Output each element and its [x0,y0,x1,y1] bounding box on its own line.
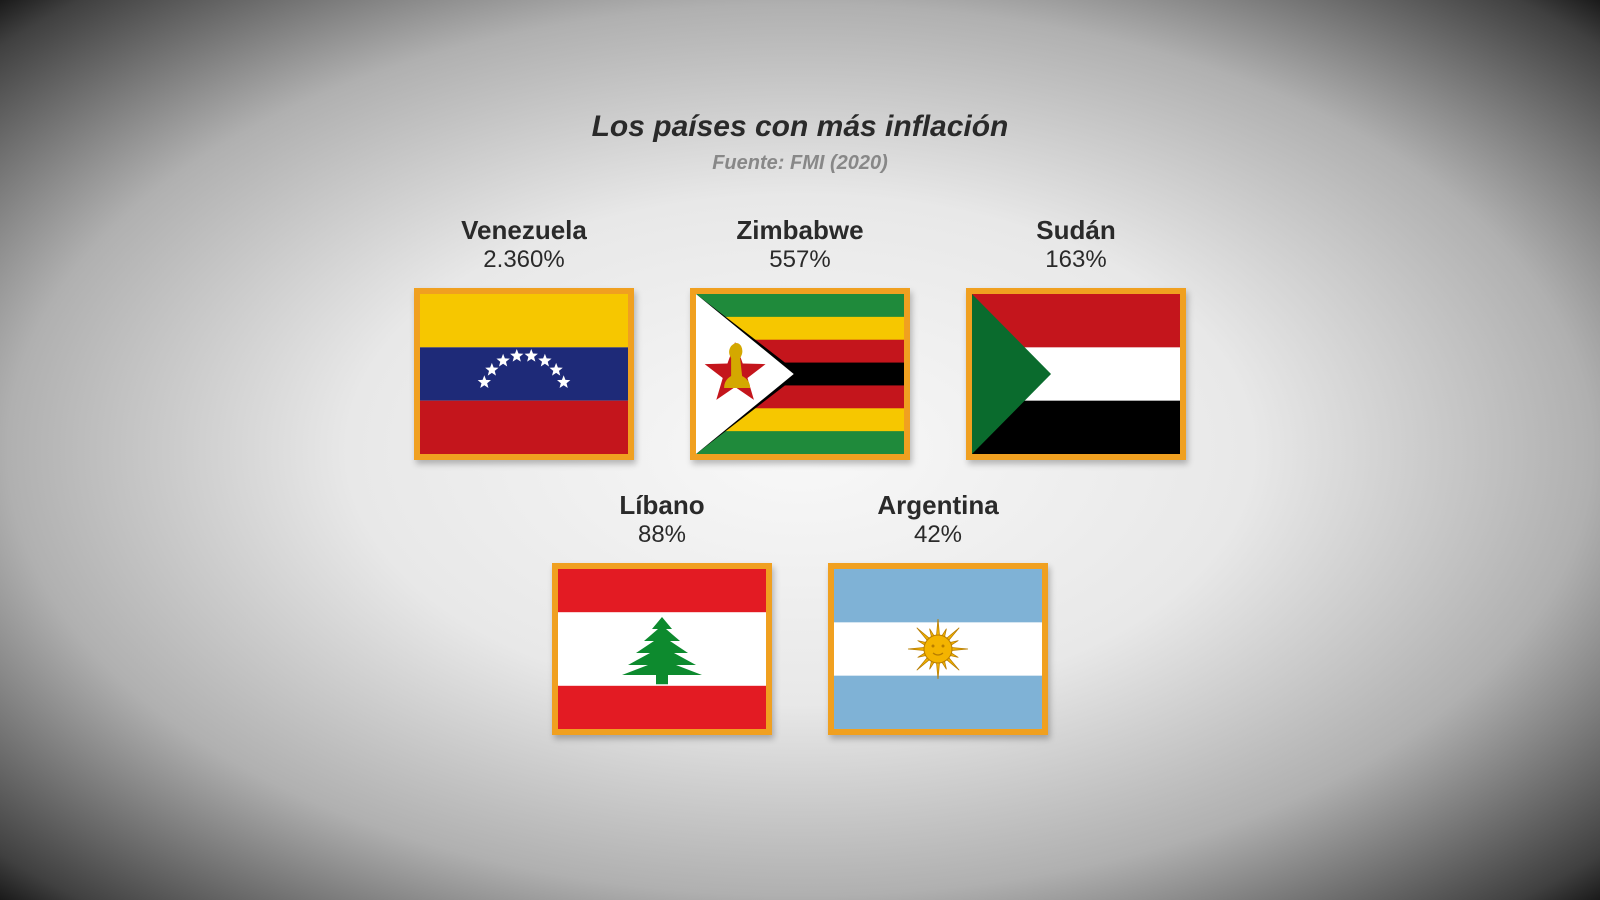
country-name: Zimbabwe [736,215,863,246]
flag-venezuela [414,288,634,460]
flag-sudan [966,288,1186,460]
row-bottom: Líbano 88% Argentina 42% [552,490,1048,745]
country-name: Argentina [877,490,998,521]
country-zimbabwe: Zimbabwe 557% [690,215,910,460]
page-title: Los países con más inflación [592,110,1009,144]
page-subtitle: Fuente: FMI (2020) [712,152,888,175]
country-value: 163% [1045,246,1106,274]
country-name: Venezuela [461,215,587,246]
country-value: 2.360% [483,246,564,274]
country-value: 88% [638,521,686,549]
flag-argentina [828,563,1048,735]
row-top: Venezuela 2.360% Zimbabwe 557% Sudán 163… [414,215,1186,470]
flag-zimbabwe [690,288,910,460]
country-value: 557% [769,246,830,274]
flag-lebanon [552,563,772,735]
country-name: Sudán [1036,215,1115,246]
country-venezuela: Venezuela 2.360% [414,215,634,460]
country-argentina: Argentina 42% [828,490,1048,735]
country-lebanon: Líbano 88% [552,490,772,735]
country-name: Líbano [619,490,704,521]
country-value: 42% [914,521,962,549]
country-sudan: Sudán 163% [966,215,1186,460]
